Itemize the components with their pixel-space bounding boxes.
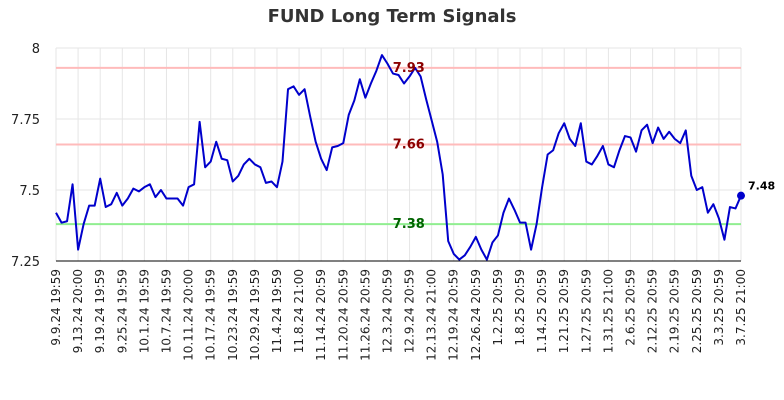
y-tick-label: 7.5 [19, 184, 40, 199]
x-tick-label: 2.19.25 20:59 [668, 269, 682, 353]
y-tick-label: 7.25 [11, 255, 40, 270]
x-tick-label: 1.8.25 20:59 [513, 269, 527, 346]
x-tick-label: 10.29.24 19:59 [248, 269, 262, 361]
reference-label: 7.38 [393, 217, 425, 232]
x-tick-label: 9.13.24 20:00 [71, 269, 85, 353]
x-tick-label: 3.7.25 21:00 [734, 269, 748, 346]
x-tick-label: 1.21.25 20:59 [557, 269, 571, 353]
x-tick-label: 2.25.25 20:59 [690, 269, 704, 353]
y-tick-label: 8 [32, 42, 40, 57]
x-tick-label: 10.7.24 19:59 [159, 269, 173, 353]
x-tick-label: 1.2.25 20:59 [491, 269, 505, 346]
x-tick-label: 12.26.24 20:59 [469, 269, 483, 361]
x-tick-label: 12.9.24 20:59 [403, 269, 417, 353]
y-tick-label: 7.75 [11, 113, 40, 128]
x-tick-label: 1.14.25 20:59 [535, 269, 549, 353]
x-tick-label: 10.1.24 19:59 [137, 269, 151, 353]
series-line [55, 54, 742, 261]
x-tick-label: 10.23.24 19:59 [226, 269, 240, 361]
last-point-marker [737, 191, 745, 200]
x-tick-label: 9.19.24 19:59 [93, 269, 107, 353]
x-tick-label: 10.11.24 20:00 [182, 269, 196, 361]
x-tick-label: 2.6.25 20:59 [624, 269, 638, 346]
x-tick-label: 11.26.24 20:59 [358, 269, 372, 361]
x-tick-label: 1.31.25 21:00 [601, 269, 615, 353]
x-tick-label: 12.3.24 20:59 [380, 269, 394, 353]
x-tick-label: 9.9.24 19:59 [49, 269, 63, 346]
x-tick-label: 12.13.24 21:00 [425, 269, 439, 361]
x-tick-label: 12.19.24 20:59 [447, 269, 461, 361]
x-tick-label: 2.12.25 20:59 [646, 269, 660, 353]
reference-label: 7.93 [393, 61, 425, 76]
x-tick-label: 9.25.24 19:59 [115, 269, 129, 353]
x-tick-label: 3.3.25 20:59 [712, 269, 726, 346]
reference-label: 7.66 [393, 138, 425, 153]
x-tick-label: 10.17.24 19:59 [204, 269, 218, 361]
x-tick-label: 11.20.24 20:59 [336, 269, 350, 361]
x-tick-label: 11.14.24 20:59 [314, 269, 328, 361]
chart-title: FUND Long Term Signals [267, 6, 517, 27]
x-tick-label: 11.4.24 19:59 [270, 269, 284, 353]
x-tick-label: 1.27.25 20:59 [579, 269, 593, 353]
last-value-label: 7.48 [748, 180, 775, 193]
x-tick-label: 11.8.24 21:00 [292, 269, 306, 353]
